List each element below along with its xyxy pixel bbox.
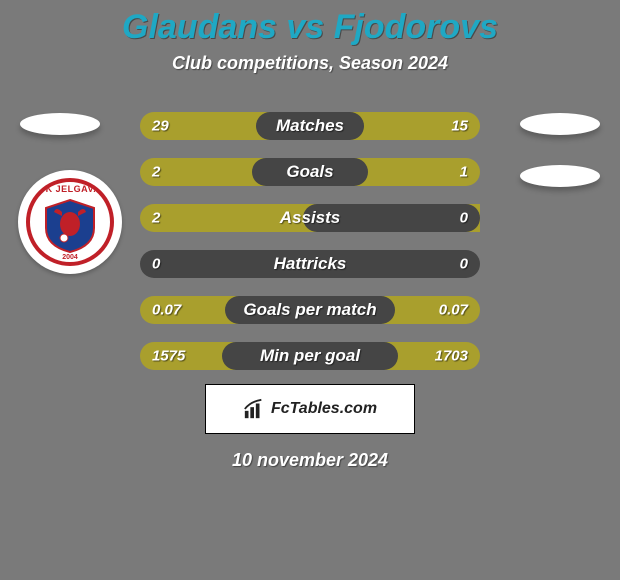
bar-value-right: 0 xyxy=(460,256,468,273)
bar-value-right: 0 xyxy=(460,210,468,227)
comparison-bar: Assists 2 0 xyxy=(140,204,480,232)
bar-label: Goals xyxy=(286,162,333,182)
bar-value-left: 0.07 xyxy=(152,302,181,319)
bar-value-right: 1 xyxy=(460,164,468,181)
bar-value-right: 1703 xyxy=(435,348,468,365)
player-right-placeholder-2 xyxy=(520,165,600,187)
player-left-placeholder xyxy=(20,113,100,135)
comparison-bar: Matches 29 15 xyxy=(140,112,480,140)
branding-box: FcTables.com xyxy=(205,384,415,434)
player-right-placeholder-1 xyxy=(520,113,600,135)
club-badge-inner: FK JELGAVA 2004 xyxy=(26,178,114,266)
badge-top-text: FK JELGAVA xyxy=(30,184,110,194)
elk-shield-icon xyxy=(42,198,98,254)
comparison-bar: Min per goal 1575 1703 xyxy=(140,342,480,370)
bar-label: Assists xyxy=(280,208,340,228)
comparison-bar: Goals 2 1 xyxy=(140,158,480,186)
content-row: FK JELGAVA 2004 Matches 29 15 Goals 2 1 Assist… xyxy=(0,100,620,360)
bar-value-left: 1575 xyxy=(152,348,185,365)
infographic-date: 10 november 2024 xyxy=(0,450,620,471)
bar-value-right: 15 xyxy=(451,118,468,135)
badge-bottom-text: 2004 xyxy=(30,254,110,261)
bar-value-left: 29 xyxy=(152,118,169,135)
bar-label: Goals per match xyxy=(243,300,376,320)
infographic-container: Glaudans vs Fjodorovs Club competitions,… xyxy=(0,0,620,580)
bar-label: Matches xyxy=(276,116,344,136)
bar-value-left: 0 xyxy=(152,256,160,273)
comparison-bars: Matches 29 15 Goals 2 1 Assists 2 0 Hattricks 0 0 Go… xyxy=(140,112,480,388)
club-badge: FK JELGAVA 2004 xyxy=(18,170,122,274)
subtitle: Club competitions, Season 2024 xyxy=(0,53,620,74)
bar-label: Hattricks xyxy=(274,254,347,274)
branding-text: FcTables.com xyxy=(271,400,377,418)
fctables-logo-icon xyxy=(243,398,265,420)
comparison-bar: Goals per match 0.07 0.07 xyxy=(140,296,480,324)
bar-value-left: 2 xyxy=(152,210,160,227)
bar-value-left: 2 xyxy=(152,164,160,181)
page-title: Glaudans vs Fjodorovs xyxy=(0,8,620,47)
comparison-bar: Hattricks 0 0 xyxy=(140,250,480,278)
bar-value-right: 0.07 xyxy=(439,302,468,319)
bar-label: Min per goal xyxy=(260,346,360,366)
